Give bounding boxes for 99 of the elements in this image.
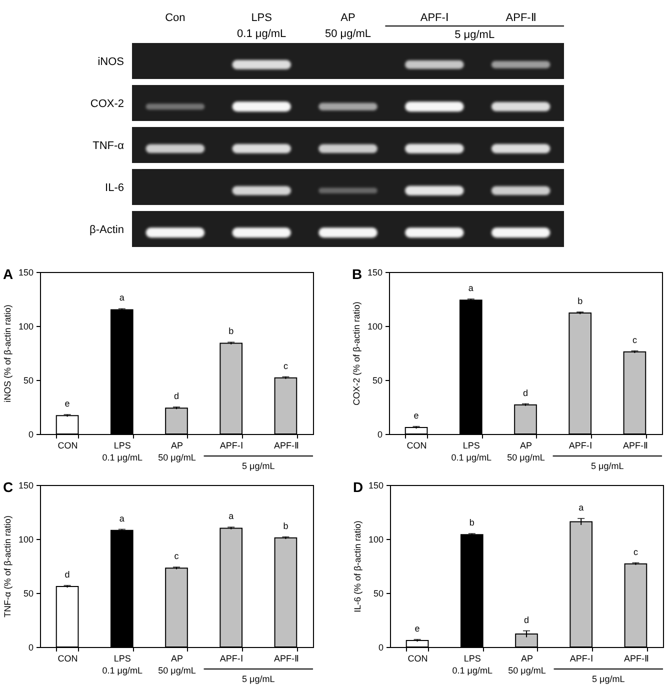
category-label: Con <box>165 12 186 24</box>
y-axis-title: IL-6 (% of β-actin ratio) <box>352 520 362 612</box>
data-label: b <box>228 326 234 336</box>
y-axis-title: COX-2 (% of β-actin ratio) <box>351 302 362 406</box>
category-label: IL-6 <box>105 182 124 194</box>
chart-title: B <box>352 266 362 282</box>
bar <box>165 408 188 434</box>
data-label: c <box>633 546 638 557</box>
bar <box>459 300 482 434</box>
category-label: APF-Ⅰ <box>420 12 448 24</box>
data-label: b <box>578 296 583 306</box>
x-tick-label: APF-Ⅰ <box>220 440 244 450</box>
x-tick-label: APF-Ⅱ <box>274 654 298 664</box>
y-tick-label: 150 <box>367 268 382 278</box>
bar <box>460 534 484 648</box>
bar <box>406 640 429 648</box>
y-tick-label: 0 <box>378 642 384 652</box>
bar <box>274 377 298 434</box>
data-label: e <box>414 623 420 634</box>
y-tick-label: 100 <box>368 534 384 544</box>
y-tick-label: 0 <box>28 430 34 440</box>
y-tick-label: 150 <box>368 480 384 490</box>
x-tick-label: CON <box>58 654 78 664</box>
x-tick-label: CON <box>406 440 427 450</box>
category-label: LPS 0.1 μg/mL <box>237 12 286 40</box>
bar <box>570 521 593 648</box>
text: 5 μg/mL <box>454 29 495 41</box>
x-tick-label: AP 50 μg/mL <box>508 654 546 676</box>
data-label: c <box>174 551 180 562</box>
y-tick-label: 100 <box>18 322 34 332</box>
x-tick-label: APF-Ⅱ <box>624 654 648 664</box>
y-axis-title: iNOS (% of β-actin ratio) <box>2 304 12 402</box>
bar <box>515 634 538 648</box>
chart-title: C <box>3 479 14 495</box>
bar <box>56 586 79 648</box>
text: 5 μg/mL <box>592 674 625 684</box>
data-label: b <box>469 518 474 528</box>
chart-title: D <box>353 479 364 495</box>
data-label: d <box>522 388 528 398</box>
bar <box>220 342 243 434</box>
data-label: c <box>632 334 638 345</box>
x-tick-label: AP 50 μg/mL <box>507 440 545 462</box>
data-label: e <box>64 398 70 409</box>
x-tick-label: LPS 0.1 μg/mL <box>452 654 493 676</box>
bar <box>165 568 188 648</box>
text: 5 μg/mL <box>242 674 275 684</box>
x-tick-label: LPS 0.1 μg/mL <box>102 440 143 462</box>
text: 5 μg/mL <box>591 461 624 471</box>
x-tick-label: LPS 0.1 μg/mL <box>102 654 143 676</box>
x-tick-label: CON <box>408 654 428 664</box>
y-tick-label: 150 <box>18 268 34 278</box>
bar <box>274 537 298 648</box>
bar <box>110 530 134 648</box>
bar <box>624 563 648 648</box>
data-label: e <box>414 410 419 420</box>
data-label: a <box>578 502 584 512</box>
y-axis-title: TNF-α (% of β-actin ratio) <box>2 516 12 618</box>
y-tick-label: 150 <box>18 480 34 490</box>
bar <box>56 415 79 434</box>
category-label: AP 50 μg/mL <box>324 12 372 40</box>
category-label: β-Actin <box>90 224 124 236</box>
category-label: TNF-α <box>92 140 124 152</box>
data-label: d <box>174 391 180 401</box>
data-label: c <box>283 360 288 371</box>
bar <box>220 528 243 648</box>
data-label: a <box>468 283 474 293</box>
data-label: d <box>524 614 530 625</box>
x-tick-label: AP 50 μg/mL <box>158 440 196 462</box>
x-tick-label: APF-Ⅱ <box>622 440 648 450</box>
x-tick-label: APF-Ⅰ <box>568 440 592 450</box>
x-tick-label: AP 50 μg/mL <box>158 654 196 676</box>
chart-title: A <box>3 266 14 282</box>
x-tick-label: APF-Ⅰ <box>220 654 244 664</box>
bar <box>404 427 428 434</box>
y-tick-label: 50 <box>373 588 384 598</box>
bar <box>110 309 134 434</box>
bar <box>514 404 537 434</box>
category-label: COX-2 <box>90 98 124 110</box>
data-label: a <box>228 511 234 522</box>
y-tick-label: 50 <box>23 588 34 598</box>
bar <box>568 312 592 434</box>
bar <box>623 351 646 434</box>
data-label: b <box>283 520 288 531</box>
data-label: d <box>64 569 70 580</box>
y-tick-label: 0 <box>377 430 382 440</box>
y-tick-label: 100 <box>18 534 34 544</box>
data-label: a <box>119 513 124 524</box>
y-tick-label: 0 <box>28 642 34 652</box>
x-tick-label: APF-Ⅰ <box>570 654 594 664</box>
category-label: APF-Ⅱ <box>506 12 536 24</box>
data-label: a <box>119 292 124 303</box>
y-tick-label: 100 <box>367 322 382 332</box>
x-tick-label: APF-Ⅱ <box>274 440 298 450</box>
y-tick-label: 50 <box>23 376 34 386</box>
x-tick-label: LPS 0.1 μg/mL <box>451 440 492 462</box>
category-label: iNOS <box>98 56 124 68</box>
y-tick-label: 50 <box>372 376 382 386</box>
x-tick-label: CON <box>58 440 78 450</box>
text: 5 μg/mL <box>242 461 275 471</box>
